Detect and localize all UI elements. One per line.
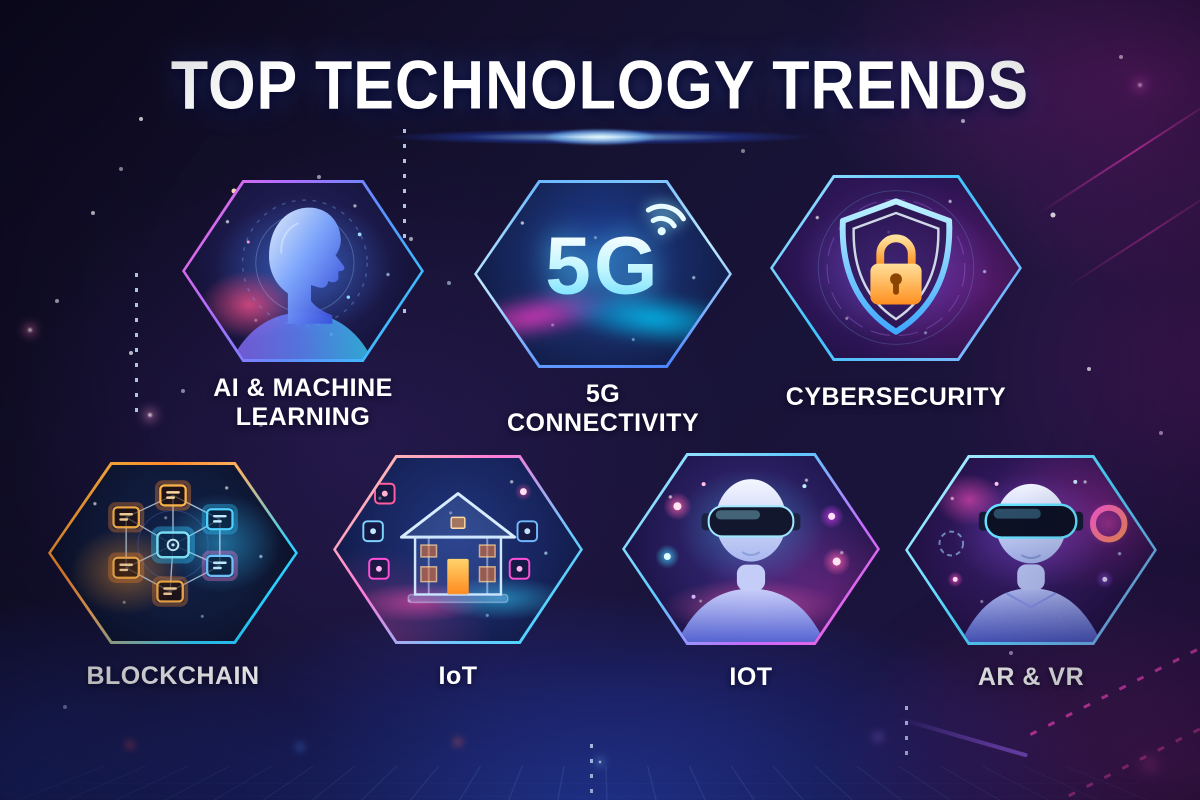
trend-card-iot-vr: IOT — [622, 453, 880, 645]
trend-card-blockchain: BLOCKCHAIN — [48, 462, 298, 644]
comet-streak-decoration — [897, 716, 1028, 757]
page-title: TOP TECHNOLOGY TRENDS — [0, 46, 1200, 124]
trend-label: AI & MACHINE LEARNING — [187, 374, 419, 432]
star-dots-layer — [0, 0, 2, 2]
circuit-trace-decoration — [1066, 178, 1200, 289]
trend-label: 5G CONNECTIVITY — [507, 380, 699, 438]
trend-label: AR & VR — [915, 663, 1147, 692]
ai-head-icon — [185, 183, 421, 359]
trend-card-ar-vr: AR & VR — [905, 455, 1157, 645]
hexagon-frame: 5G — [474, 180, 732, 368]
ar-vr-headset-person-icon — [908, 458, 1154, 642]
vr-headset-person-icon — [625, 456, 877, 642]
trend-label: CYBERSECURITY — [780, 383, 1012, 412]
dotted-circuit-line — [905, 700, 908, 755]
trend-card-iot-home: IoT — [333, 455, 583, 644]
shield-lock-icon — [773, 178, 1019, 358]
perspective-grid-decoration — [0, 766, 1200, 800]
hexagon-frame — [182, 180, 424, 362]
trend-card-5g-connectivity: 5G 5G CONNECTIVITY — [474, 180, 732, 368]
trend-label: IOT — [635, 663, 867, 692]
trend-card-ai-machine-learning: AI & MACHINE LEARNING — [182, 180, 424, 362]
hexagon-frame — [622, 453, 880, 645]
trend-label: BLOCKCHAIN — [57, 662, 289, 691]
smart-home-icon — [336, 458, 580, 641]
hexagon-frame — [770, 175, 1022, 361]
tech-trends-infographic: TOP TECHNOLOGY TRENDS — [0, 0, 1200, 800]
dotted-circuit-line — [135, 262, 138, 412]
5g-big-text: 5G — [477, 219, 729, 313]
lens-flare-core — [545, 129, 655, 145]
dotted-circuit-line — [590, 733, 593, 793]
hexagon-frame — [333, 455, 583, 644]
trend-label: IoT — [342, 662, 574, 691]
hexagon-frame — [905, 455, 1157, 645]
trend-card-cybersecurity: CYBERSECURITY — [770, 175, 1022, 361]
blockchain-network-icon — [51, 465, 295, 641]
hexagon-frame — [48, 462, 298, 644]
